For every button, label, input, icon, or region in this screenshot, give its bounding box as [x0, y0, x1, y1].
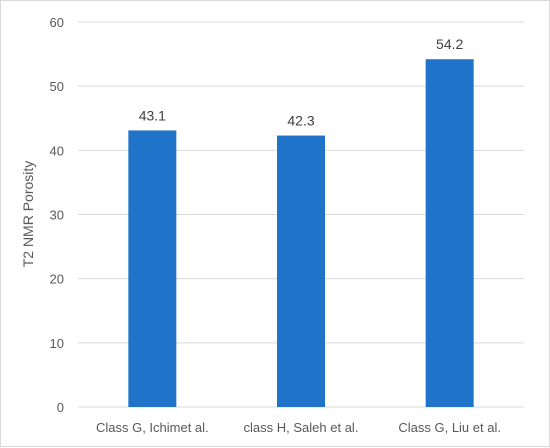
data-label: 42.3	[287, 113, 314, 129]
y-tick-label: 30	[50, 208, 64, 223]
x-category-label: Class G, Liu et al.	[398, 420, 501, 435]
y-tick-label: 10	[50, 336, 64, 351]
y-tick-label: 50	[50, 79, 64, 94]
data-label: 43.1	[139, 107, 166, 123]
data-label: 54.2	[436, 36, 463, 52]
y-tick-label: 0	[57, 400, 64, 415]
data-labels: 43.1 42.3 54.2	[139, 36, 464, 128]
bar	[277, 135, 325, 407]
bar	[425, 59, 474, 407]
bars	[128, 59, 474, 408]
y-tick-label: 40	[50, 143, 64, 158]
x-axis-categories: Class G, Ichimet al. class H, Saleh et al…	[96, 420, 501, 435]
x-category-label: Class G, Ichimet al.	[96, 420, 209, 435]
x-category-label: class H, Saleh et al.	[244, 420, 359, 435]
y-axis-ticks: 0 10 20 30 40 50 60	[50, 15, 64, 415]
y-tick-label: 60	[50, 15, 64, 30]
y-axis-title: T2 NMR Porosity	[20, 161, 36, 268]
bar	[128, 130, 177, 408]
y-tick-label: 20	[50, 272, 64, 287]
